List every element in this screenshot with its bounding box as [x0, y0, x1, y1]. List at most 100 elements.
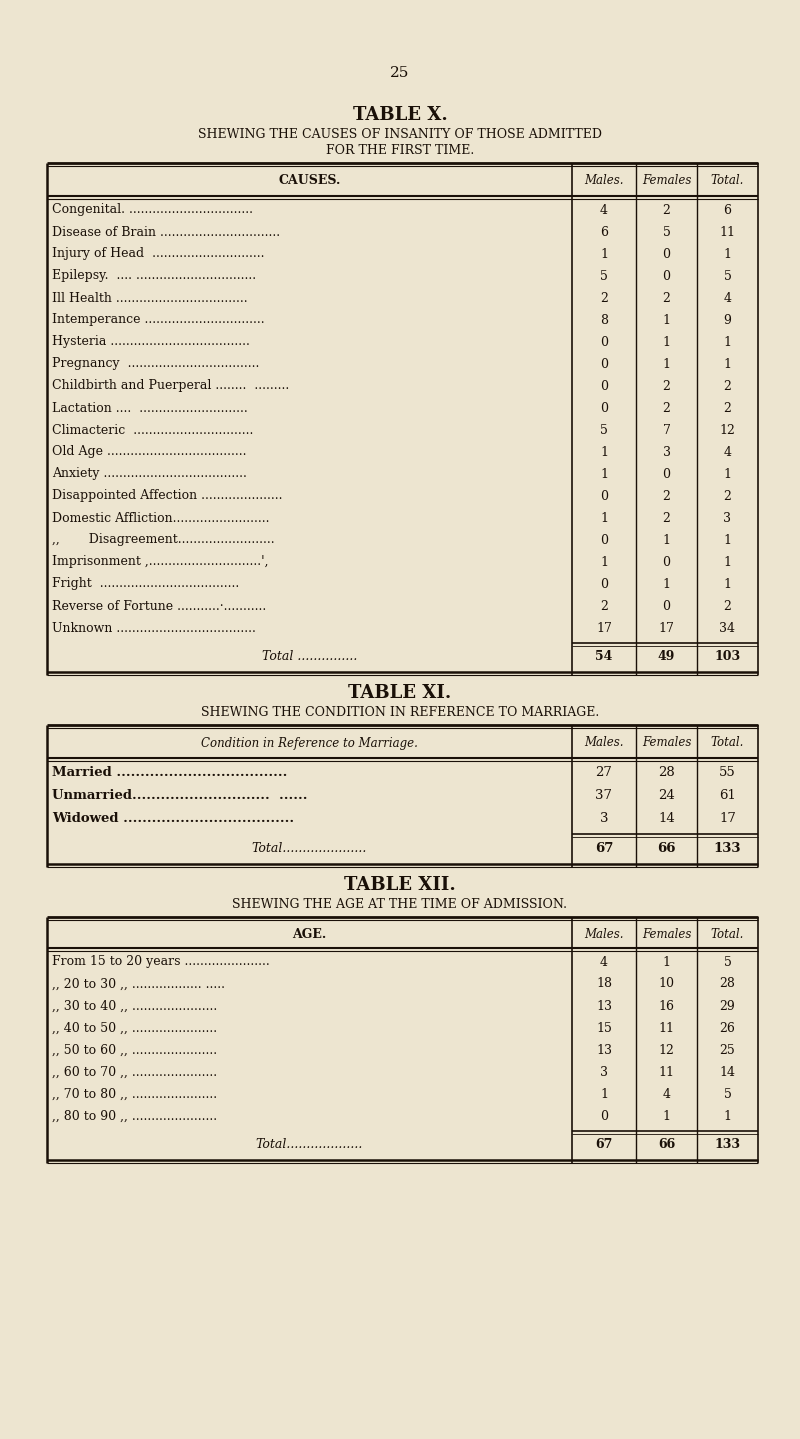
Text: 5: 5 [723, 1088, 731, 1101]
Text: 17: 17 [658, 622, 674, 635]
Text: Intemperance ...............................: Intemperance ...........................… [52, 314, 265, 327]
Text: 1: 1 [600, 248, 608, 260]
Text: Total ...............: Total ............... [262, 650, 357, 663]
Text: 67: 67 [595, 1138, 613, 1151]
Text: 0: 0 [662, 269, 670, 282]
Text: 2: 2 [662, 292, 670, 305]
Text: 5: 5 [600, 423, 608, 436]
Text: 133: 133 [714, 1138, 741, 1151]
Text: 5: 5 [662, 226, 670, 239]
Text: 28: 28 [719, 977, 735, 990]
Text: 26: 26 [719, 1022, 735, 1035]
Text: 0: 0 [600, 335, 608, 348]
Text: 9: 9 [723, 314, 731, 327]
Text: 14: 14 [658, 812, 675, 825]
Text: 0: 0 [662, 600, 670, 613]
Text: 12: 12 [658, 1043, 674, 1056]
Text: 14: 14 [719, 1065, 735, 1078]
Text: 12: 12 [719, 423, 735, 436]
Text: 1: 1 [723, 1109, 731, 1122]
Text: Widowed ....................................: Widowed ................................… [52, 812, 294, 825]
Text: 55: 55 [719, 766, 736, 778]
Text: 1: 1 [600, 555, 608, 568]
Text: 15: 15 [596, 1022, 612, 1035]
Text: Imprisonment ,.............................',: Imprisonment ,..........................… [52, 555, 273, 568]
Text: ,, 70 to 80 ,, ......................: ,, 70 to 80 ,, ...................... [52, 1088, 217, 1101]
Text: 2: 2 [600, 600, 608, 613]
Text: Females: Females [642, 928, 691, 941]
Text: 3: 3 [600, 1065, 608, 1078]
Text: Climacteric  ...............................: Climacteric ............................… [52, 423, 254, 436]
Text: 1: 1 [662, 955, 670, 968]
Text: 5: 5 [600, 269, 608, 282]
Text: Total.: Total. [711, 928, 744, 941]
Text: 67: 67 [595, 842, 613, 855]
Text: 4: 4 [723, 292, 731, 305]
Text: 1: 1 [723, 335, 731, 348]
Text: 1: 1 [662, 357, 670, 370]
Text: ,, 50 to 60 ,, ......................: ,, 50 to 60 ,, ...................... [52, 1043, 217, 1056]
Text: 2: 2 [600, 292, 608, 305]
Text: 2: 2 [662, 380, 670, 393]
Text: Childbirth and Puerperal ........  .........: Childbirth and Puerperal ........ ......… [52, 380, 290, 393]
Text: SHEWING THE AGE AT THE TIME OF ADMISSION.: SHEWING THE AGE AT THE TIME OF ADMISSION… [233, 898, 567, 911]
Text: 2: 2 [723, 380, 731, 393]
Text: 25: 25 [390, 66, 410, 81]
Text: 49: 49 [658, 650, 675, 663]
Text: 10: 10 [658, 977, 674, 990]
Text: 1: 1 [723, 555, 731, 568]
Text: 66: 66 [658, 1138, 675, 1151]
Text: Disappointed Affection .....................: Disappointed Affection .................… [52, 489, 282, 502]
Text: 0: 0 [600, 357, 608, 370]
Text: 2: 2 [662, 489, 670, 502]
Text: ,, 20 to 30 ,, .................. .....: ,, 20 to 30 ,, .................. ..... [52, 977, 225, 990]
Text: 28: 28 [658, 766, 675, 778]
Text: 18: 18 [596, 977, 612, 990]
Text: 1: 1 [723, 468, 731, 481]
Text: 34: 34 [719, 622, 735, 635]
Text: 5: 5 [723, 269, 731, 282]
Text: 0: 0 [600, 577, 608, 590]
Text: CAUSES.: CAUSES. [278, 174, 341, 187]
Text: Males.: Males. [584, 174, 624, 187]
Text: 13: 13 [596, 1000, 612, 1013]
Text: Married ....................................: Married ................................… [52, 766, 287, 778]
Text: Total...................: Total................... [256, 1138, 363, 1151]
Text: 0: 0 [600, 489, 608, 502]
Text: 2: 2 [723, 489, 731, 502]
Text: Domestic Affliction.........................: Domestic Affliction.....................… [52, 511, 270, 524]
Text: 1: 1 [723, 357, 731, 370]
Text: ,,   Disagreement.........................: ,, Disagreement......................... [52, 534, 274, 547]
Text: 6: 6 [600, 226, 608, 239]
Text: 103: 103 [714, 650, 741, 663]
Text: 11: 11 [719, 226, 735, 239]
Text: 1: 1 [600, 1088, 608, 1101]
Text: 29: 29 [720, 1000, 735, 1013]
Text: 2: 2 [662, 401, 670, 414]
Text: Anxiety .....................................: Anxiety ................................… [52, 468, 247, 481]
Text: Old Age ....................................: Old Age ................................… [52, 446, 246, 459]
Text: 11: 11 [658, 1022, 674, 1035]
Text: 0: 0 [600, 1109, 608, 1122]
Text: 1: 1 [600, 468, 608, 481]
Text: Lactation ....  ............................: Lactation .... .........................… [52, 401, 248, 414]
Text: 1: 1 [723, 248, 731, 260]
Text: TABLE XI.: TABLE XI. [348, 684, 452, 702]
Text: 37: 37 [595, 789, 613, 802]
Text: ,, 40 to 50 ,, ......................: ,, 40 to 50 ,, ...................... [52, 1022, 217, 1035]
Text: Fright  ....................................: Fright .................................… [52, 577, 239, 590]
Text: Ill Health ..................................: Ill Health .............................… [52, 292, 248, 305]
Text: 4: 4 [662, 1088, 670, 1101]
Text: 1: 1 [662, 534, 670, 547]
Text: Injury of Head  .............................: Injury of Head .........................… [52, 248, 265, 260]
Text: SHEWING THE CAUSES OF INSANITY OF THOSE ADMITTED: SHEWING THE CAUSES OF INSANITY OF THOSE … [198, 128, 602, 141]
Text: Total.: Total. [711, 737, 744, 750]
Text: Females: Females [642, 737, 691, 750]
Text: 1: 1 [600, 446, 608, 459]
Text: ,, 30 to 40 ,, ......................: ,, 30 to 40 ,, ...................... [52, 1000, 218, 1013]
Text: 1: 1 [662, 335, 670, 348]
Text: Females: Females [642, 174, 691, 187]
Text: 1: 1 [600, 511, 608, 524]
Text: From 15 to 20 years ......................: From 15 to 20 years ....................… [52, 955, 270, 968]
Text: Males.: Males. [584, 737, 624, 750]
